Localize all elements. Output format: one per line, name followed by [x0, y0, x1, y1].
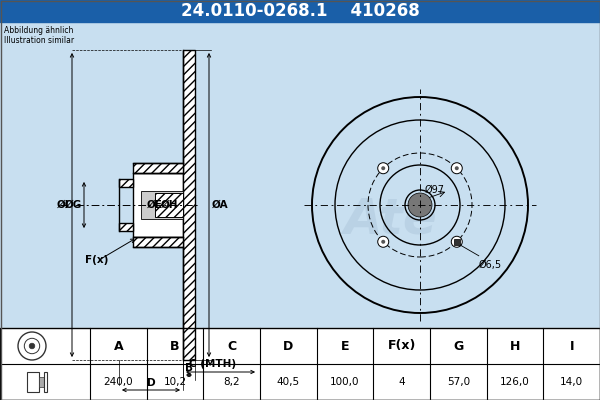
Text: C: C	[227, 340, 236, 352]
Text: 24.0110-0268.1    410268: 24.0110-0268.1 410268	[181, 2, 419, 20]
Text: F(x): F(x)	[85, 255, 109, 265]
Text: 8,2: 8,2	[223, 377, 240, 387]
Text: 100,0: 100,0	[330, 377, 360, 387]
Bar	[133, 163, 183, 173]
Text: Ø97: Ø97	[425, 185, 445, 195]
Text: Illustration similar: Illustration similar	[4, 36, 74, 45]
Text: Ate: Ate	[343, 196, 437, 244]
Bar	[119, 223, 133, 231]
Text: H: H	[510, 340, 520, 352]
Text: F(x): F(x)	[388, 340, 416, 352]
Bar	[27, 372, 39, 392]
Bar	[0, 0, 600, 22]
Text: 240,0: 240,0	[104, 377, 133, 387]
Text: 10,2: 10,2	[163, 377, 187, 387]
Text: Ø6,5: Ø6,5	[479, 260, 502, 270]
Circle shape	[29, 343, 35, 349]
Text: G: G	[453, 340, 463, 352]
Text: 57,0: 57,0	[447, 377, 470, 387]
Circle shape	[451, 163, 462, 174]
Bar	[454, 239, 460, 245]
Circle shape	[451, 236, 462, 247]
Text: B: B	[170, 340, 180, 352]
Text: 126,0: 126,0	[500, 377, 530, 387]
Bar	[133, 173, 183, 237]
Text: D: D	[283, 340, 293, 352]
Circle shape	[381, 240, 385, 244]
Text: I: I	[569, 340, 574, 352]
Circle shape	[455, 166, 459, 170]
Bar	[0, 22, 600, 328]
Text: A: A	[113, 340, 123, 352]
Text: B: B	[185, 363, 193, 373]
Text: E: E	[341, 340, 349, 352]
Bar	[0, 328, 600, 400]
Circle shape	[378, 163, 389, 174]
Bar	[0, 328, 600, 400]
Circle shape	[381, 166, 385, 170]
Text: 14,0: 14,0	[560, 377, 583, 387]
Bar	[155, 193, 183, 217]
Text: ØE: ØE	[147, 200, 163, 210]
Text: ØA: ØA	[212, 200, 229, 210]
Bar	[133, 237, 183, 247]
Text: D: D	[146, 378, 155, 388]
Text: C (MTH): C (MTH)	[189, 359, 236, 369]
Text: Abbildung ähnlich: Abbildung ähnlich	[4, 26, 73, 35]
Text: ØG: ØG	[65, 200, 82, 210]
Bar	[141, 191, 183, 219]
Bar	[119, 179, 133, 187]
Bar	[183, 50, 195, 360]
Circle shape	[455, 240, 459, 244]
Bar	[44, 372, 47, 392]
Text: 4: 4	[398, 377, 405, 387]
Circle shape	[408, 193, 432, 217]
Text: 40,5: 40,5	[277, 377, 300, 387]
Circle shape	[378, 236, 389, 247]
Text: ØI: ØI	[56, 200, 69, 210]
Bar	[39, 377, 44, 387]
Text: ØH: ØH	[161, 200, 179, 210]
